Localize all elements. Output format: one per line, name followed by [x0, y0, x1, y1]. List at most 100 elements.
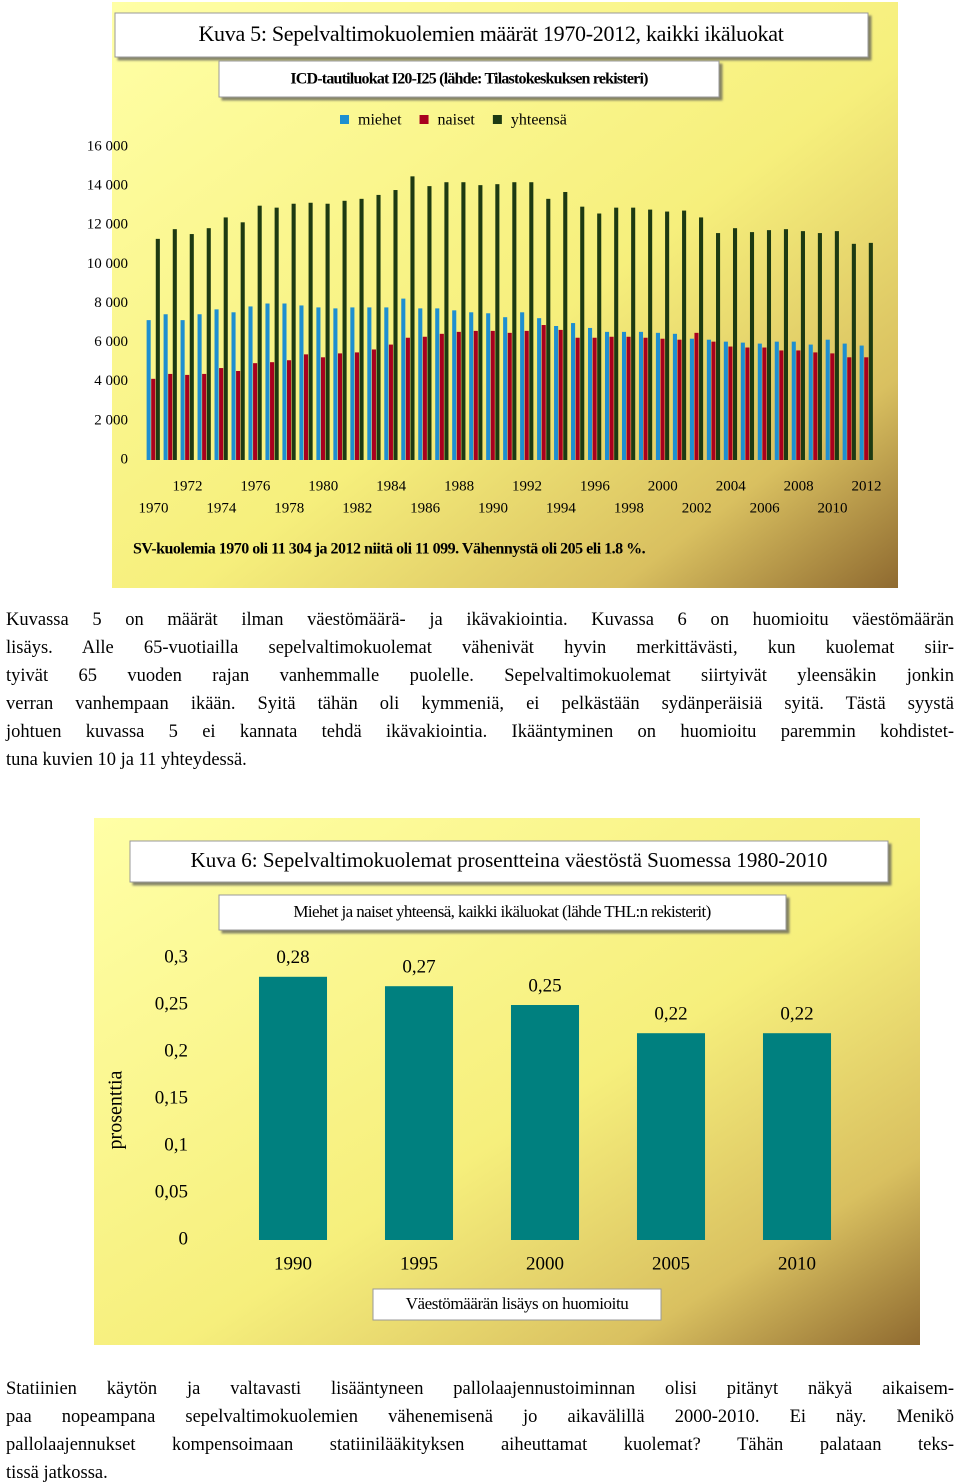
y-tick-label: 0,25 — [155, 993, 188, 1014]
bar — [151, 378, 156, 460]
bar — [274, 207, 279, 460]
text-line: johtuen kuvassa 5 ei kannata tehdä ikäva… — [6, 722, 954, 742]
bar — [588, 327, 593, 460]
bar — [270, 362, 275, 460]
bar — [350, 307, 355, 460]
bar — [571, 323, 576, 460]
bar — [682, 210, 687, 460]
bar — [510, 1005, 580, 1240]
bar — [580, 206, 585, 460]
bar — [546, 198, 551, 460]
bar — [236, 370, 241, 460]
paragraph: Kuvassa 5 on määrät ilman väestömäärä- j… — [6, 606, 954, 774]
x-tick-label: 1995 — [400, 1253, 438, 1274]
bar — [541, 325, 546, 460]
bar — [410, 176, 415, 460]
subtitle-box — [218, 894, 787, 931]
bar — [711, 341, 716, 460]
x-tick-label: 2008 — [784, 478, 814, 494]
bar — [359, 198, 364, 460]
bar — [614, 207, 619, 460]
x-tick-label: 2005 — [652, 1253, 690, 1274]
x-tick-label: 1988 — [444, 478, 474, 494]
paragraph: Statiinien käytön ja valtavasti lisäänty… — [6, 1375, 954, 1484]
bar — [478, 185, 483, 460]
bar — [796, 350, 801, 460]
bar — [291, 203, 296, 460]
bar — [452, 310, 457, 460]
bar — [435, 308, 440, 460]
bar — [287, 360, 292, 460]
bar — [694, 332, 699, 460]
bar — [774, 341, 779, 460]
bar — [172, 229, 177, 460]
bar — [631, 207, 636, 460]
bar — [401, 298, 406, 460]
bar — [473, 330, 478, 460]
y-tick-label: 4 000 — [94, 373, 128, 389]
x-tick-label: 2000 — [526, 1253, 564, 1274]
bar — [665, 211, 670, 460]
y-axis-label: prosenttia — [105, 1070, 127, 1149]
bar — [604, 331, 610, 460]
bar — [299, 305, 304, 460]
y-tick-label: 14 000 — [87, 178, 128, 194]
bar — [825, 339, 830, 460]
bar — [512, 182, 517, 460]
bar — [371, 349, 376, 460]
bar — [354, 352, 360, 460]
chart-subtitle: ICD-tautiluokat I20-I25 (lähde: Tilastok… — [290, 71, 648, 88]
bar — [316, 307, 321, 460]
bar — [202, 373, 207, 460]
bar — [779, 350, 784, 460]
x-tick-label: 2010 — [818, 500, 848, 516]
bar — [677, 339, 682, 460]
text-line: tissä jatkossa. — [6, 1463, 108, 1483]
bar — [766, 230, 772, 460]
x-tick-label: 1990 — [274, 1253, 312, 1274]
bar — [859, 345, 864, 460]
bar — [672, 333, 677, 460]
x-tick-label: 1974 — [206, 500, 237, 516]
bar — [757, 343, 762, 460]
x-tick-label: 1982 — [342, 500, 372, 516]
bar — [163, 314, 168, 460]
bar — [830, 353, 835, 460]
bar — [461, 182, 466, 460]
text-line: lisäys. Alle 65-vuotiailla sepelvaltimok… — [6, 638, 954, 658]
bar — [864, 357, 869, 460]
y-tick-label: 10 000 — [87, 256, 128, 272]
bar — [388, 344, 393, 460]
bar — [745, 347, 750, 460]
bar — [524, 330, 529, 460]
bar — [740, 342, 745, 460]
bar — [486, 313, 491, 460]
data-label: 0,25 — [528, 975, 561, 996]
bar — [197, 314, 202, 460]
bar — [554, 325, 559, 460]
bar — [337, 353, 343, 460]
bar — [851, 243, 856, 460]
x-tick-label: 1978 — [274, 500, 304, 516]
bar — [529, 182, 534, 460]
y-tick-label: 0 — [179, 1228, 189, 1249]
bar — [422, 336, 427, 460]
bar — [418, 308, 423, 460]
bar — [469, 312, 474, 460]
data-label: 0,27 — [402, 957, 435, 978]
x-tick-label: 2012 — [852, 478, 882, 494]
bar — [439, 333, 444, 460]
bar — [655, 332, 660, 460]
bar — [791, 341, 796, 460]
data-label: 0,22 — [654, 1004, 687, 1025]
x-tick-label: 1986 — [410, 500, 441, 516]
bar — [689, 338, 694, 460]
bar — [219, 368, 224, 460]
bar — [817, 233, 822, 460]
bar — [248, 306, 253, 460]
x-tick-label: 1996 — [580, 478, 611, 494]
bar — [308, 202, 313, 461]
y-tick-label: 6 000 — [94, 334, 128, 350]
